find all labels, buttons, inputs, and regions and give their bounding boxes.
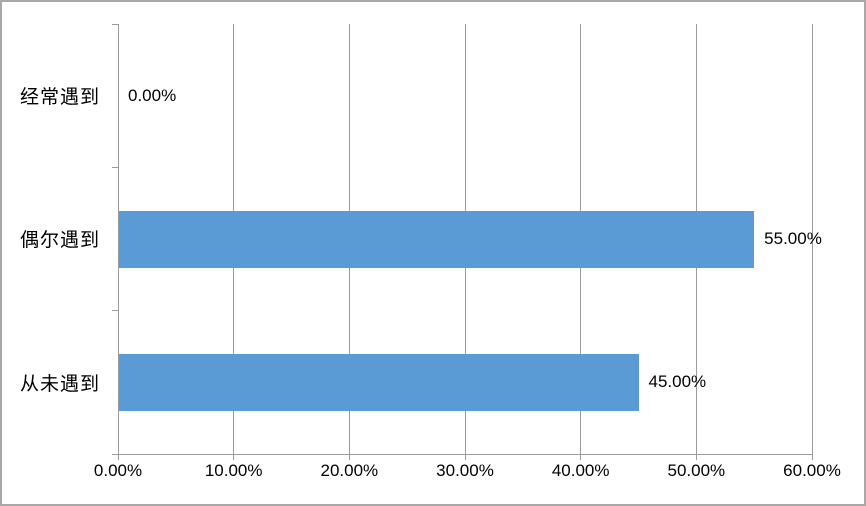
- gridline: [811, 24, 813, 454]
- data-label: 45.00%: [648, 372, 707, 392]
- data-label: 0.00%: [128, 85, 177, 105]
- x-tick-mark: [580, 454, 582, 460]
- x-tick-mark: [695, 454, 697, 460]
- bar: [119, 210, 755, 268]
- data-label: 55.00%: [764, 228, 822, 248]
- x-axis-tick-label: 0.00%: [93, 461, 143, 480]
- x-axis-tick-label: 20.00%: [320, 461, 379, 480]
- category-label: 经常遇到: [19, 87, 100, 109]
- x-tick-mark: [811, 454, 813, 460]
- x-tick-mark: [348, 454, 350, 460]
- x-axis-tick-label: 50.00%: [667, 461, 726, 480]
- x-axis-tick-label: 10.00%: [204, 461, 263, 480]
- y-tick-mark: [112, 166, 118, 168]
- y-tick-mark: [112, 23, 118, 25]
- x-axis-tick-label: 60.00%: [783, 461, 841, 480]
- y-axis-line: [117, 24, 119, 460]
- y-tick-mark: [112, 310, 118, 312]
- category-label: 偶尔遇到: [19, 230, 100, 252]
- x-axis-tick-label: 40.00%: [551, 461, 610, 480]
- category-label: 从未遇到: [19, 373, 100, 395]
- x-axis-line: [112, 453, 812, 455]
- bar: [119, 353, 639, 411]
- x-tick-mark: [464, 454, 466, 460]
- x-axis-tick-label: 30.00%: [436, 461, 494, 480]
- x-tick-mark: [233, 454, 235, 460]
